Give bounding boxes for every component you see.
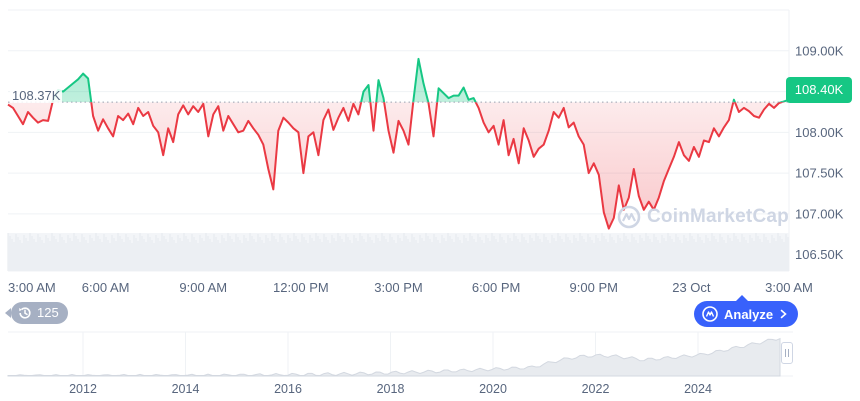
y-tick-label: 108.00K — [795, 125, 844, 140]
x-tick-label: 3:00 AM — [765, 280, 813, 295]
price-line-below — [7, 102, 785, 230]
history-icon — [19, 307, 31, 319]
watermark-text: CoinMarketCap — [647, 206, 789, 227]
navigator-handle[interactable] — [781, 342, 793, 364]
x-tick-label: 6:00 PM — [472, 280, 520, 295]
x-tick-label: 23 Oct — [672, 280, 711, 295]
range-navigator[interactable] — [7, 331, 793, 377]
analyze-label: Analyze — [724, 306, 774, 322]
navigator-year-label: 2016 — [274, 382, 302, 396]
x-tick-label: 3:00 AM — [8, 280, 56, 295]
navigator-year-label: 2012 — [69, 382, 97, 396]
x-tick-label: 3:00 PM — [374, 280, 422, 295]
reference-price-label: 108.37K — [10, 88, 63, 103]
price-line — [7, 57, 790, 230]
y-tick-label: 106.50K — [795, 247, 844, 262]
y-tick-label: 107.50K — [795, 166, 844, 181]
navigator-year-label: 2020 — [479, 382, 507, 396]
navigator-year-label: 2022 — [582, 382, 610, 396]
y-tick-label: 107.00K — [795, 206, 844, 221]
history-button[interactable]: 125 — [5, 302, 68, 324]
x-tick-label: 9:00 AM — [179, 280, 227, 295]
below-reference-fill — [8, 102, 789, 229]
area-fills — [8, 58, 789, 229]
history-count: 125 — [37, 305, 59, 320]
navigator-year-label: 2014 — [172, 382, 200, 396]
navigator-year-axis: 2012 2014 2016 2018 2020 2022 2024 — [69, 382, 712, 396]
chevron-right-icon — [780, 309, 787, 319]
navigator-year-label: 2018 — [377, 382, 405, 396]
coinmarketcap-logo-icon — [617, 205, 641, 229]
current-price-badge: 108.40K — [786, 77, 852, 103]
ai-analyze-icon — [702, 306, 718, 322]
navigator-year-label: 2024 — [684, 382, 712, 396]
x-tick-label: 6:00 AM — [82, 280, 130, 295]
y-tick-label: 109.00K — [795, 43, 844, 58]
watermark: CoinMarketCap — [617, 205, 789, 229]
x-tick-label: 9:00 PM — [570, 280, 618, 295]
analyze-button[interactable]: Analyze — [694, 295, 799, 327]
x-tick-label: 12:00 PM — [273, 280, 329, 295]
x-axis: 3:00 AM 6:00 AM 9:00 AM 12:00 PM 3:00 PM 6:00… — [8, 280, 813, 295]
above-reference-fill — [52, 58, 789, 103]
volume-bars — [7, 233, 789, 271]
